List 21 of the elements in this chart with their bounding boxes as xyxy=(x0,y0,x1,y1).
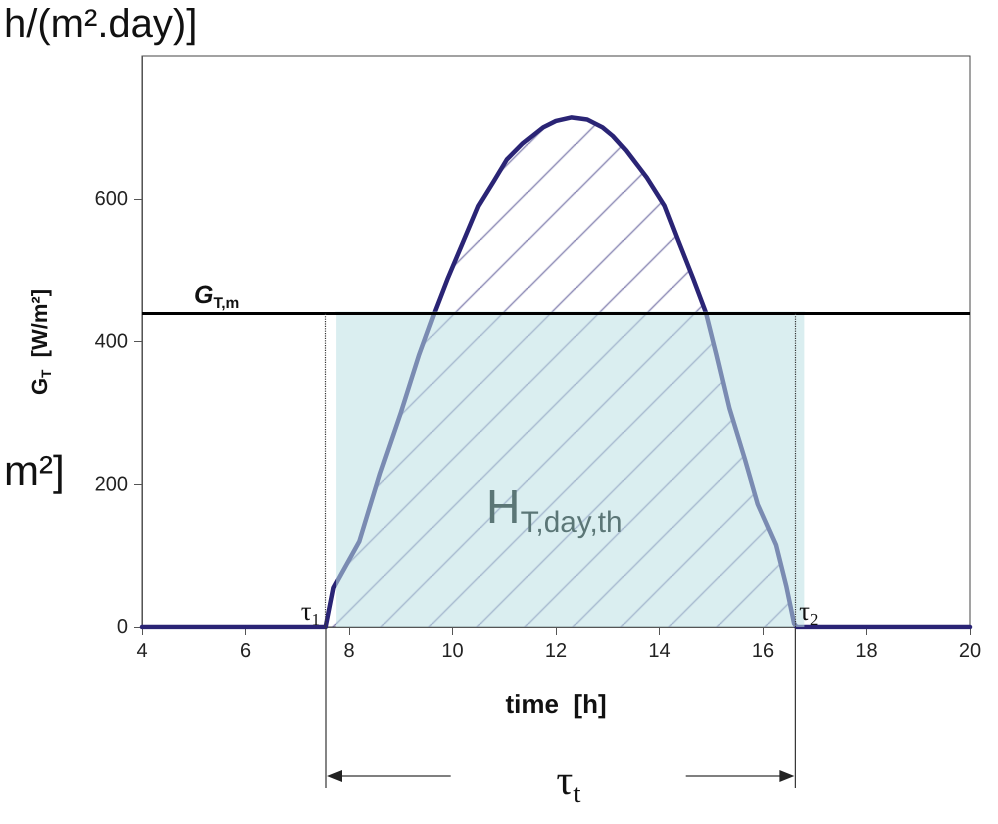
ref-line-label: τ$_{1}$ xyxy=(300,596,320,630)
x-tick-label: 20 xyxy=(958,640,982,662)
x-tick-label: 18 xyxy=(855,640,878,662)
x-tick-label: 6 xyxy=(240,640,252,662)
y-tick-label: 0 xyxy=(116,616,128,638)
ref-line-label: G$_{T,m}$ xyxy=(194,280,240,312)
text: τ$_{t}$ xyxy=(556,758,581,808)
text: h/(m².day)] xyxy=(4,2,198,46)
text: m²] xyxy=(4,447,65,494)
x-tick-label: 8 xyxy=(343,640,355,662)
y-tick-label: 200 xyxy=(94,473,128,496)
ref-line-label: τ$_{2}$ xyxy=(799,596,818,630)
y-tick-label: 400 xyxy=(94,330,128,352)
x-tick-label: 12 xyxy=(544,640,568,662)
x-tick-label: 4 xyxy=(136,640,148,662)
x-tick-label: 14 xyxy=(648,640,671,662)
x-tick-label: 10 xyxy=(441,640,464,662)
x-tick-label: 16 xyxy=(752,640,774,662)
y-tick-label: 600 xyxy=(94,188,128,210)
x-axis-title: time [h] xyxy=(506,689,607,719)
annotation: H$_{T,day,th}$ xyxy=(486,480,623,540)
